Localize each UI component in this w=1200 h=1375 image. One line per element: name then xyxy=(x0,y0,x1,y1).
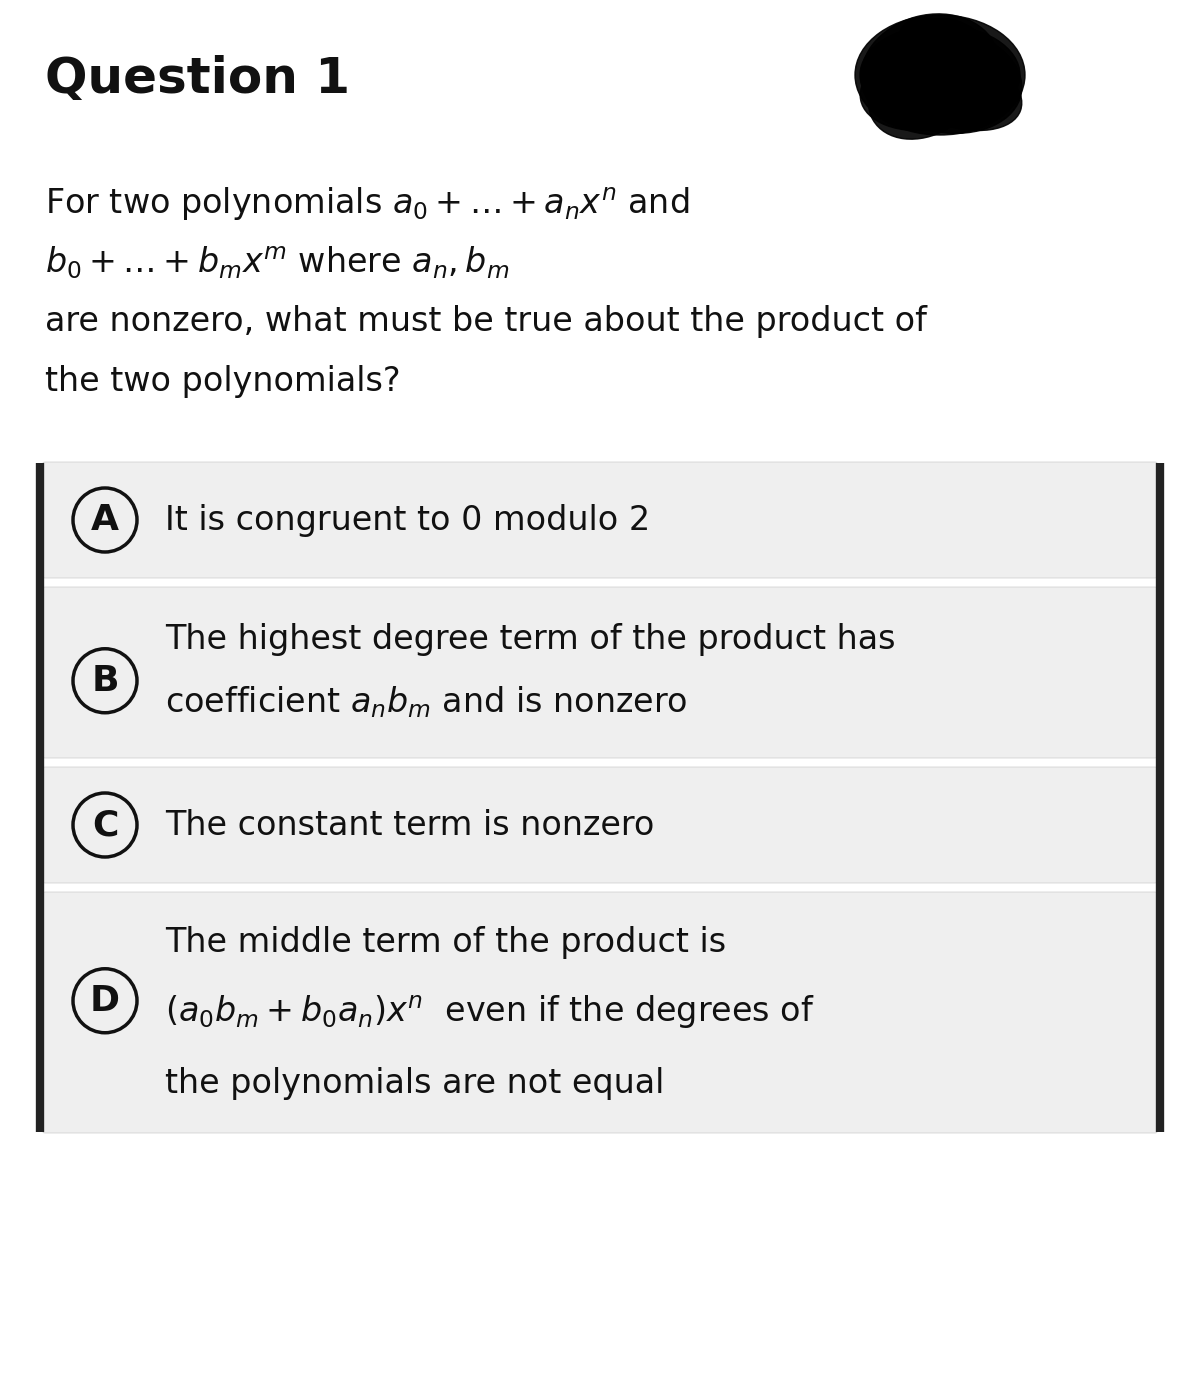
Ellipse shape xyxy=(854,15,1025,135)
Text: B: B xyxy=(91,664,119,697)
Text: For two polynomials $a_0 + \ldots + a_nx^n$ and: For two polynomials $a_0 + \ldots + a_nx… xyxy=(46,186,689,223)
Text: The constant term is nonzero: The constant term is nonzero xyxy=(166,808,654,842)
FancyBboxPatch shape xyxy=(42,587,1158,758)
Text: A: A xyxy=(91,503,119,538)
Ellipse shape xyxy=(898,18,1012,111)
Text: are nonzero, what must be true about the product of: are nonzero, what must be true about the… xyxy=(46,305,926,338)
Text: Question 1: Question 1 xyxy=(46,55,350,103)
Text: the two polynomials?: the two polynomials? xyxy=(46,364,401,397)
FancyBboxPatch shape xyxy=(42,462,1158,578)
Ellipse shape xyxy=(878,40,1021,131)
Text: D: D xyxy=(90,983,120,1018)
Text: It is congruent to 0 modulo 2: It is congruent to 0 modulo 2 xyxy=(166,503,650,536)
Ellipse shape xyxy=(860,14,1000,126)
Text: the polynomials are not equal: the polynomials are not equal xyxy=(166,1067,665,1100)
Ellipse shape xyxy=(914,18,1006,116)
FancyBboxPatch shape xyxy=(42,767,1158,883)
Ellipse shape xyxy=(868,26,1022,133)
Text: $(a_0b_m + b_0a_n)x^n$  even if the degrees of: $(a_0b_m + b_0a_n)x^n$ even if the degre… xyxy=(166,994,815,1031)
Text: C: C xyxy=(92,808,118,842)
FancyBboxPatch shape xyxy=(42,892,1158,1133)
Ellipse shape xyxy=(869,41,982,139)
Ellipse shape xyxy=(860,25,1020,125)
Text: The highest degree term of the product has: The highest degree term of the product h… xyxy=(166,623,895,656)
Text: coefficient $a_nb_m$ and is nonzero: coefficient $a_nb_m$ and is nonzero xyxy=(166,685,688,720)
Ellipse shape xyxy=(860,43,1003,131)
Text: $b_0 + \ldots + b_mx^m$ where $a_n, b_m$: $b_0 + \ldots + b_mx^m$ where $a_n, b_m$ xyxy=(46,245,509,282)
Text: The middle term of the product is: The middle term of the product is xyxy=(166,925,726,958)
